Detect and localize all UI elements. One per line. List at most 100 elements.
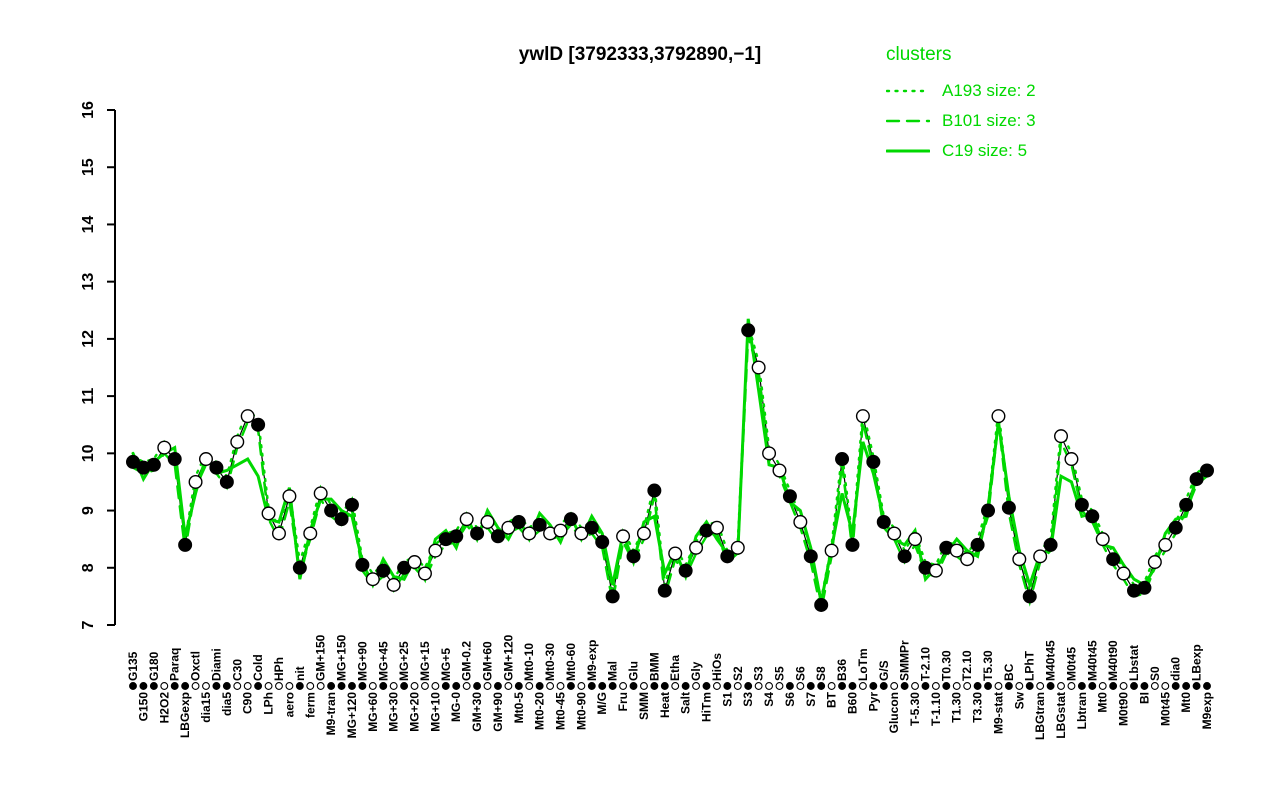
x-tick-label: SMM bbox=[637, 692, 651, 720]
data-point bbox=[511, 515, 526, 530]
condition-marker bbox=[327, 682, 336, 690]
data-point bbox=[125, 454, 140, 469]
data-point bbox=[490, 529, 505, 544]
condition-marker bbox=[1150, 682, 1159, 690]
data-point bbox=[1054, 429, 1069, 444]
data-point bbox=[1168, 520, 1183, 535]
condition-marker bbox=[1203, 682, 1211, 690]
data-point bbox=[824, 543, 839, 558]
condition-marker bbox=[514, 682, 523, 690]
x-tick-label: M9-stat bbox=[991, 692, 1005, 734]
x-tick-label: S4 bbox=[762, 692, 776, 707]
x-tick-label: T5.30 bbox=[981, 650, 995, 681]
data-point bbox=[1116, 566, 1131, 581]
condition-marker bbox=[1098, 682, 1107, 690]
data-point bbox=[553, 523, 568, 538]
condition-marker bbox=[650, 682, 659, 690]
x-tick-label: MG+120 bbox=[345, 692, 359, 739]
condition-marker bbox=[379, 682, 388, 690]
condition-marker bbox=[702, 682, 711, 690]
x-tick-label: Sw bbox=[1012, 691, 1026, 709]
gene-points bbox=[125, 323, 1214, 612]
data-point bbox=[198, 452, 213, 467]
condition-marker bbox=[1088, 682, 1097, 690]
data-point bbox=[1137, 580, 1152, 595]
x-tick-label: Salt bbox=[679, 692, 693, 714]
x-tick-label: M0t90 bbox=[1117, 692, 1131, 726]
data-point bbox=[1064, 452, 1079, 467]
x-tick-label: SMMPr bbox=[898, 640, 912, 681]
data-point bbox=[188, 474, 203, 489]
data-point bbox=[793, 515, 808, 530]
x-tick-label: BI bbox=[1137, 692, 1151, 704]
condition-marker bbox=[170, 682, 179, 690]
condition-marker bbox=[191, 682, 200, 690]
condition-marker bbox=[222, 682, 231, 690]
x-tick-label: S8 bbox=[814, 666, 828, 681]
condition-marker bbox=[452, 682, 461, 690]
condition-marker bbox=[160, 682, 169, 690]
legend-entry-C19: C19 size: 5 bbox=[886, 136, 1036, 166]
data-point bbox=[668, 546, 683, 561]
x-tick-label: T2.10 bbox=[960, 650, 974, 681]
x-tick-label: dia5 bbox=[220, 692, 234, 716]
condition-marker bbox=[421, 682, 429, 690]
legend-entries: A193 size: 2 B101 size: 3 C19 size: 5 bbox=[886, 76, 1036, 166]
data-point bbox=[563, 512, 578, 527]
condition-marker bbox=[879, 682, 888, 690]
x-tick-label: MG+90 bbox=[355, 641, 369, 681]
data-point bbox=[355, 557, 370, 572]
data-point bbox=[908, 532, 923, 547]
data-point bbox=[689, 540, 704, 555]
condition-marker bbox=[389, 682, 398, 690]
x-tick-label: Heat bbox=[658, 692, 672, 718]
x-tick-label: T-1.10 bbox=[929, 692, 943, 726]
condition-marker bbox=[306, 682, 315, 690]
x-tick-label: dia15 bbox=[199, 692, 213, 723]
condition-marker bbox=[1182, 682, 1191, 690]
data-point bbox=[292, 560, 307, 575]
x-tick-label: GM+60 bbox=[481, 641, 495, 681]
data-point bbox=[1095, 532, 1110, 547]
condition-marker bbox=[139, 682, 148, 690]
x-tick-label: LBGstat bbox=[1054, 692, 1068, 739]
legend-line-sample-dashed bbox=[886, 119, 930, 123]
condition-marker bbox=[1140, 682, 1149, 690]
data-point bbox=[334, 512, 349, 527]
x-tick-label: Mt0-90 bbox=[574, 692, 588, 730]
data-point bbox=[949, 543, 964, 558]
y-tick-label: 9 bbox=[80, 506, 97, 515]
x-tick-label: C90 bbox=[241, 692, 255, 714]
data-point bbox=[251, 417, 266, 432]
condition-marker bbox=[848, 682, 857, 690]
x-tick-label: Mt0-10 bbox=[522, 643, 536, 681]
data-point bbox=[584, 520, 599, 535]
x-tick-label: T0.30 bbox=[939, 650, 953, 681]
data-point bbox=[595, 535, 610, 550]
condition-marker bbox=[1109, 682, 1118, 690]
x-tick-label: Paraq bbox=[168, 648, 182, 681]
condition-marker bbox=[1004, 682, 1013, 690]
x-tick-label: MG+15 bbox=[418, 641, 432, 681]
condition-marker bbox=[1046, 682, 1055, 690]
x-tick-label: MG+45 bbox=[376, 641, 390, 681]
x-tick-label: LBGexp bbox=[178, 692, 192, 738]
data-point bbox=[782, 489, 797, 504]
x-tick-label: Mt0-5 bbox=[512, 692, 526, 724]
cluster-line-C19 bbox=[131, 318, 1209, 603]
condition-marker bbox=[952, 682, 961, 690]
legend-entry-label: B101 size: 3 bbox=[942, 111, 1036, 130]
x-tick-label: HiOs bbox=[710, 653, 724, 681]
condition-marker bbox=[775, 682, 784, 690]
condition-marker bbox=[598, 682, 607, 690]
condition-marker bbox=[671, 682, 680, 690]
condition-marker bbox=[754, 682, 763, 690]
x-tick-label: Mal bbox=[606, 661, 620, 681]
condition-marker bbox=[1130, 682, 1138, 690]
condition-marker bbox=[410, 682, 419, 690]
legend-entry-label: C19 size: 5 bbox=[942, 141, 1028, 160]
condition-marker bbox=[233, 682, 242, 690]
data-point bbox=[209, 460, 224, 475]
x-tick-label: MG+5 bbox=[439, 648, 453, 681]
data-point bbox=[741, 323, 756, 338]
